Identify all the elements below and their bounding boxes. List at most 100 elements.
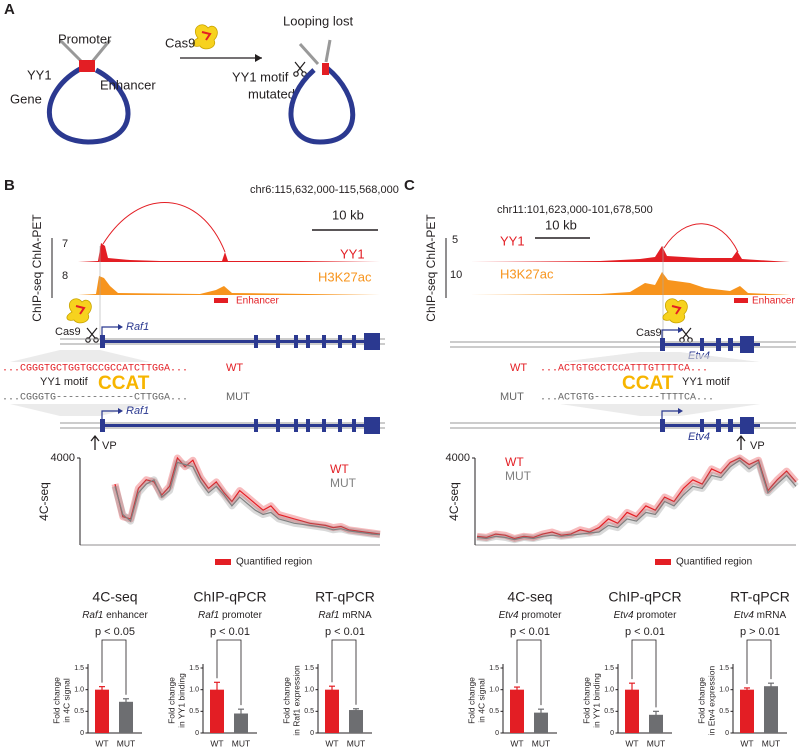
subtitle-gene: Etv4 [734,610,754,621]
strand [58,38,112,64]
y-tick-label: 1.0 [189,687,199,694]
wt-seq: ...CGGGTGCTGGTGCCGCCATCTTGGA... [2,364,188,375]
y-tick-label: 0 [495,730,499,737]
cas9-icon [65,297,93,324]
y-tick-label: 1.5 [719,665,729,672]
legend-entry: WT [505,455,524,469]
enhancer-label: Enhancer [752,296,795,307]
bar [210,689,224,733]
gene-model [450,408,796,450]
bar [740,689,754,733]
x-tick-label: MUT [232,738,250,748]
chart-title: RT-qPCR [315,589,375,605]
chart-subtitle: Etv4 mRNA [734,610,787,621]
y-axis-label: Fold change [466,677,476,724]
mut-label: MUT [226,391,250,403]
enhancer [322,63,329,75]
track-scale: 8 [62,270,68,282]
y-tick-label: 0 [80,730,84,737]
yy1-track [470,246,790,262]
y-tick-label: 4000 [446,452,470,464]
label: YY1 motif [232,69,289,84]
x-tick-label: WT [210,738,223,748]
x-tick-label: WT [325,738,338,748]
subtitle-gene: Etv4 [499,610,519,621]
y-axis-label: in YY1 binding [176,673,186,728]
bar [764,686,778,733]
zoom [560,404,760,416]
series-line [476,459,797,541]
scissors [293,61,307,77]
bar [625,689,639,733]
panel-c: C chr11:101,623,000-101,678,500 10 kb Ch… [404,177,796,568]
subtitle-text: promoter [222,610,263,621]
y-axis-label: in YY1 binding [591,673,601,728]
chart-title: 4C-seq [92,589,137,605]
bar [234,713,248,733]
enhancer-label: Enhancer [236,296,279,307]
wt-seq: ...ACTGTGCCTCCATTTGTTTTCA... [540,364,708,375]
y-tick-label: 0 [310,730,314,737]
gene-loop [47,65,131,145]
y-axis-label: in Etv4 expression [706,666,716,736]
significance-bracket [746,639,772,684]
chia-pet-arc [102,202,226,253]
promoter-enhancer [79,60,95,72]
label: Looping lost [283,13,353,28]
y-tick-label: 1.0 [604,687,614,694]
y-tick-label: 1.0 [74,687,84,694]
bar [119,701,133,733]
gene-name: Raf1 [126,405,149,417]
gene-name: Raf1 [126,321,149,333]
enhancer-bar [734,298,748,303]
label: mutated [248,86,295,101]
yy1-track [78,243,380,262]
label: Cas9 [165,35,195,50]
y-tick-label: 0 [610,730,614,737]
chart-subtitle: Raf1 enhancer [82,610,148,621]
chia-pet-arc [663,223,739,253]
motif-logo: CCAT [622,373,674,394]
x-tick-label: WT [510,738,523,748]
gene-name: Etv4 [688,431,710,443]
vp-label: VP [750,440,765,452]
series-line [114,461,381,536]
y-axis-label: Fold change [51,677,61,724]
y-tick-label: 0 [195,730,199,737]
annotation: p < 0.01 [625,626,665,638]
bar [325,689,339,733]
significance-bracket [331,639,357,705]
quantified-bar [655,559,671,565]
subtitle-gene: Raf1 [318,610,339,621]
subtitle-text: enhancer [106,610,148,621]
panel-label: B [4,177,15,194]
track-name: YY1 [500,233,525,248]
label: Cas9 [636,327,662,339]
legend-entry: MUT [505,469,532,483]
quantified-bar [215,559,231,565]
subtitle-gene: Etv4 [614,610,634,621]
annotation: p > 0.01 [740,626,780,638]
y-axis-label: 4C-seq [447,482,461,521]
gene-model [450,327,796,353]
significance-bracket [516,639,542,706]
x-tick-label: WT [740,738,753,748]
y-tick-label: 1.5 [74,665,84,672]
y-tick-label: 0 [725,730,729,737]
subtitle-text: promoter [521,610,562,621]
label: YY1 [27,67,52,82]
strand [298,39,332,66]
y-tick-label: 1.5 [189,665,199,672]
significance-bracket [631,639,657,708]
y-axis-label: Fold change [581,677,591,724]
legend-entry: MUT [330,476,357,490]
y-axis-label: in 4C signal [476,678,486,723]
y-tick-label: 0.5 [304,708,314,715]
scale-label: 10 kb [332,207,364,222]
y-tick-label: 4000 [51,452,75,464]
track-name: H3K27ac [500,266,554,281]
mut-label: MUT [500,391,524,403]
panel-label: C [404,177,415,194]
zoom [10,350,150,362]
subtitle-gene: Raf1 [82,610,103,621]
